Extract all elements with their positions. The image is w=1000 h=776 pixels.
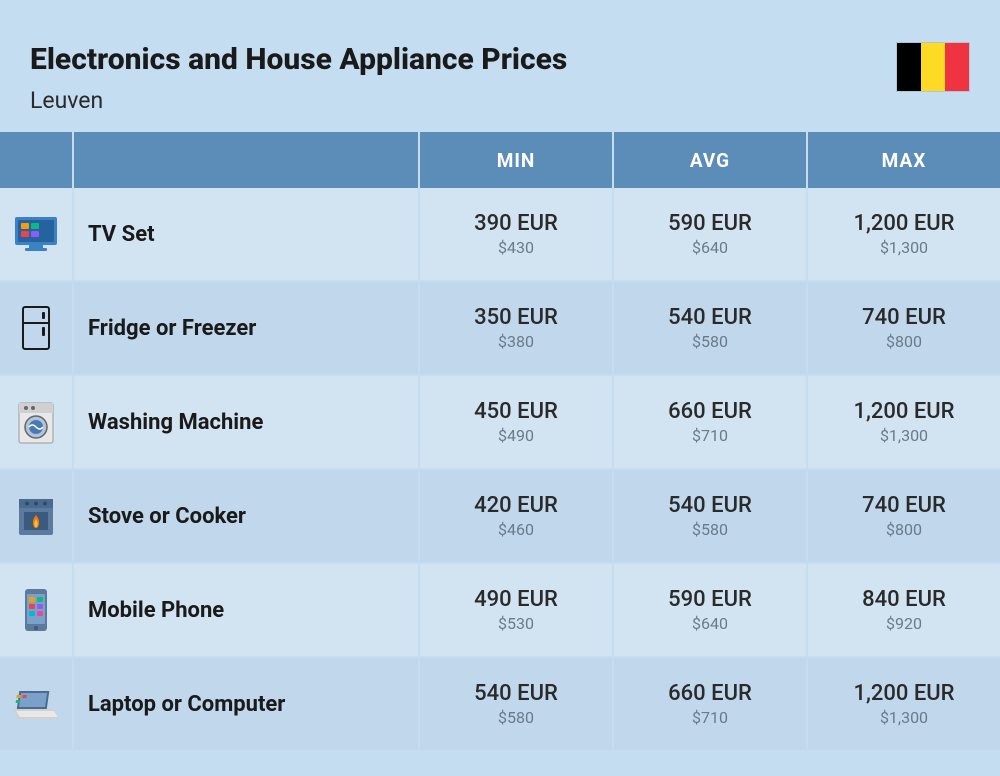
header-name-col: [74, 132, 420, 188]
price-usd: $580: [498, 708, 534, 727]
price-eur: 540 EUR: [668, 305, 752, 330]
price-cell: 740 EUR $800: [808, 470, 1000, 562]
price-cell: 540 EUR $580: [614, 282, 808, 374]
price-cell: 390 EUR $430: [420, 188, 614, 280]
price-cell: 740 EUR $800: [808, 282, 1000, 374]
table-row: Washing Machine 450 EUR $490 660 EUR $710 1,2…: [0, 376, 1000, 470]
price-eur: 540 EUR: [668, 493, 752, 518]
price-eur: 1,200 EUR: [853, 211, 954, 236]
header-avg-col: AVG: [614, 132, 808, 188]
price-cell: 590 EUR $640: [614, 564, 808, 656]
price-usd: $1,300: [880, 426, 928, 445]
item-name: Stove or Cooker: [74, 470, 420, 562]
price-cell: 350 EUR $380: [420, 282, 614, 374]
price-cell: 840 EUR $920: [808, 564, 1000, 656]
price-usd: $1,300: [880, 238, 928, 257]
price-cell: 1,200 EUR $1,300: [808, 376, 1000, 468]
price-eur: 390 EUR: [474, 211, 558, 236]
page-title: Electronics and House Appliance Prices: [30, 42, 896, 77]
price-cell: 660 EUR $710: [614, 376, 808, 468]
tv-icon: [0, 188, 74, 280]
price-eur: 590 EUR: [668, 211, 752, 236]
item-name: Mobile Phone: [74, 564, 420, 656]
price-usd: $640: [692, 614, 728, 633]
price-cell: 490 EUR $530: [420, 564, 614, 656]
price-cell: 420 EUR $460: [420, 470, 614, 562]
header-min-col: MIN: [420, 132, 614, 188]
price-eur: 1,200 EUR: [853, 681, 954, 706]
price-cell: 590 EUR $640: [614, 188, 808, 280]
table-row: Mobile Phone 490 EUR $530 590 EUR $640 840 EU…: [0, 564, 1000, 658]
price-eur: 490 EUR: [474, 587, 558, 612]
price-usd: $800: [886, 332, 922, 351]
price-cell: 540 EUR $580: [420, 658, 614, 750]
laptop-icon: [0, 658, 74, 750]
table-row: Stove or Cooker 420 EUR $460 540 EUR $580 740…: [0, 470, 1000, 564]
price-table: MIN AVG MAX TV Set 390 EUR $430 590 EUR $640…: [0, 132, 1000, 752]
price-cell: 1,200 EUR $1,300: [808, 188, 1000, 280]
price-usd: $710: [692, 426, 728, 445]
price-eur: 660 EUR: [668, 399, 752, 424]
price-cell: 660 EUR $710: [614, 658, 808, 750]
header-max-col: MAX: [808, 132, 1000, 188]
washing-machine-icon: [0, 376, 74, 468]
table-row: Laptop or Computer 540 EUR $580 660 EUR $710…: [0, 658, 1000, 752]
table-row: Fridge or Freezer 350 EUR $380 540 EUR $580 7…: [0, 282, 1000, 376]
header-text: Electronics and House Appliance Prices L…: [30, 42, 896, 114]
item-name: Laptop or Computer: [74, 658, 420, 750]
price-usd: $530: [498, 614, 534, 633]
price-eur: 540 EUR: [474, 681, 558, 706]
price-eur: 450 EUR: [474, 399, 558, 424]
price-usd: $1,300: [880, 708, 928, 727]
price-eur: 740 EUR: [862, 305, 946, 330]
page-header: Electronics and House Appliance Prices L…: [0, 0, 1000, 132]
price-usd: $920: [886, 614, 922, 633]
price-usd: $800: [886, 520, 922, 539]
belgium-flag-icon: [896, 42, 970, 92]
fridge-icon: [0, 282, 74, 374]
price-eur: 350 EUR: [474, 305, 558, 330]
stove-icon: [0, 470, 74, 562]
table-row: TV Set 390 EUR $430 590 EUR $640 1,200 EUR $1,…: [0, 188, 1000, 282]
price-cell: 1,200 EUR $1,300: [808, 658, 1000, 750]
price-usd: $430: [498, 238, 534, 257]
price-cell: 450 EUR $490: [420, 376, 614, 468]
price-usd: $460: [498, 520, 534, 539]
header-icon-col: [0, 132, 74, 188]
table-body: TV Set 390 EUR $430 590 EUR $640 1,200 EUR $1,…: [0, 188, 1000, 752]
item-name: Fridge or Freezer: [74, 282, 420, 374]
price-eur: 740 EUR: [862, 493, 946, 518]
price-eur: 660 EUR: [668, 681, 752, 706]
price-eur: 590 EUR: [668, 587, 752, 612]
price-eur: 1,200 EUR: [853, 399, 954, 424]
price-eur: 840 EUR: [862, 587, 946, 612]
table-header-row: MIN AVG MAX: [0, 132, 1000, 188]
item-name: TV Set: [74, 188, 420, 280]
phone-icon: [0, 564, 74, 656]
price-cell: 540 EUR $580: [614, 470, 808, 562]
price-usd: $710: [692, 708, 728, 727]
price-usd: $640: [692, 238, 728, 257]
price-usd: $580: [692, 332, 728, 351]
item-name: Washing Machine: [74, 376, 420, 468]
page-subtitle: Leuven: [30, 87, 896, 114]
price-usd: $490: [498, 426, 534, 445]
price-usd: $380: [498, 332, 534, 351]
price-eur: 420 EUR: [474, 493, 558, 518]
price-usd: $580: [692, 520, 728, 539]
